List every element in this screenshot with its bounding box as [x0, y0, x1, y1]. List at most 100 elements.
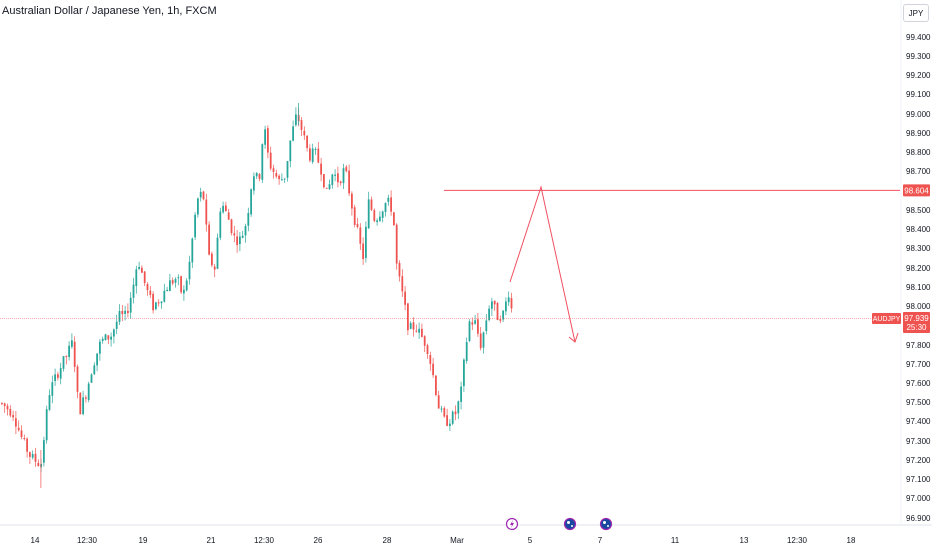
candle-body	[479, 333, 482, 349]
candle-body	[171, 280, 174, 284]
candle-body	[99, 341, 101, 354]
candle-body	[314, 148, 317, 150]
candle-body	[295, 114, 297, 126]
candle-body	[73, 341, 76, 367]
candle-body	[306, 135, 308, 149]
candle-body	[211, 253, 213, 266]
candle-body	[208, 224, 210, 255]
candle-body	[370, 199, 373, 210]
candle-body	[174, 278, 177, 283]
price-tick-label: 98.700	[906, 167, 931, 176]
candle-body	[331, 174, 334, 185]
candle-body	[477, 319, 479, 334]
price-axis[interactable]: 99.400 99.300 99.200 99.100 99.000 98.900 98.8…	[906, 33, 931, 523]
candle-body	[205, 199, 208, 225]
candle-body	[12, 415, 14, 418]
candle-body	[141, 267, 143, 273]
candle-body	[157, 302, 160, 304]
candle-body	[359, 227, 362, 244]
candle-body	[79, 392, 82, 415]
candle-body	[499, 319, 502, 321]
candle-body	[488, 308, 490, 321]
candle-body	[328, 184, 331, 190]
price-tick-label: 99.000	[906, 110, 931, 119]
time-tick-label: 12:30	[77, 536, 98, 545]
candle-body	[496, 302, 499, 320]
candle-body	[429, 355, 432, 364]
candle-body	[491, 301, 493, 309]
price-tick-label: 98.500	[906, 206, 931, 215]
axis-lines	[0, 0, 932, 526]
candle-body	[169, 280, 171, 291]
projection-path[interactable]	[509, 185, 576, 343]
candle-body	[435, 375, 437, 395]
time-tick-label: 12:30	[254, 536, 275, 545]
candle-body	[418, 328, 420, 333]
candle-body	[236, 236, 238, 246]
candle-body	[264, 129, 266, 145]
price-tick-label: 99.300	[906, 52, 931, 61]
drawings[interactable]	[0, 185, 900, 343]
candle-body	[163, 290, 166, 302]
candle-body	[381, 211, 384, 218]
countdown-text: 25:30	[906, 323, 927, 332]
candle-body	[82, 397, 84, 415]
candle-body	[493, 300, 496, 305]
candle-body	[362, 243, 364, 260]
price-tick-label: 99.100	[906, 90, 931, 99]
candle-body	[230, 219, 233, 234]
candle-body	[407, 303, 409, 331]
candle-body	[76, 366, 79, 392]
candle-body	[6, 405, 9, 410]
candle-body	[197, 198, 199, 215]
candle-body	[250, 189, 252, 215]
candle-body	[258, 174, 261, 179]
candle-body	[29, 452, 31, 457]
currency-button[interactable]: JPY	[903, 4, 929, 22]
candle-body	[96, 353, 98, 366]
candle-body	[395, 224, 398, 264]
current-price-tag	[903, 312, 930, 333]
candle-body	[199, 191, 202, 198]
candle-body	[376, 220, 378, 223]
au-flag-event-icon[interactable]	[599, 517, 613, 531]
time-tick-label: 12:30	[787, 536, 808, 545]
candle-body	[269, 152, 272, 169]
candle-body	[160, 301, 163, 304]
events-row[interactable]	[505, 517, 613, 531]
candle-body	[62, 356, 65, 369]
candle-body	[365, 226, 367, 259]
candle-body	[272, 168, 275, 172]
flag-icon-star	[607, 525, 609, 527]
candle-body	[129, 297, 132, 313]
time-tick-label: 7	[598, 536, 603, 545]
candle-body	[185, 280, 188, 291]
candle-body	[300, 120, 303, 130]
candle-body	[115, 321, 118, 329]
price-tick-label: 97.200	[906, 456, 931, 465]
candle-body	[101, 338, 104, 341]
candle-body	[213, 266, 216, 270]
candle-body	[202, 191, 205, 200]
time-tick-label: 19	[139, 536, 148, 545]
candle-body	[227, 212, 230, 220]
price-tick-label: 96.900	[906, 514, 931, 523]
candle-body	[9, 409, 12, 416]
flash-event-icon[interactable]	[505, 517, 519, 531]
candle-body	[194, 214, 196, 238]
time-axis[interactable]: 14 12:30 19 21 12:30 26 28 Mar 5 7 11 13 12:30 18	[31, 536, 856, 545]
candle-body	[339, 181, 342, 184]
au-flag-event-icon[interactable]	[563, 517, 577, 531]
flag-icon-disc	[599, 517, 613, 531]
candle-body	[45, 409, 48, 441]
candle-body	[409, 323, 412, 329]
price-tick-label: 98.100	[906, 283, 931, 292]
candle-body	[138, 266, 140, 269]
candle-body	[51, 382, 54, 396]
time-tick-label: 14	[31, 536, 40, 545]
candle-body	[1, 403, 3, 405]
candle-body	[278, 175, 280, 180]
candle-body	[345, 166, 348, 172]
